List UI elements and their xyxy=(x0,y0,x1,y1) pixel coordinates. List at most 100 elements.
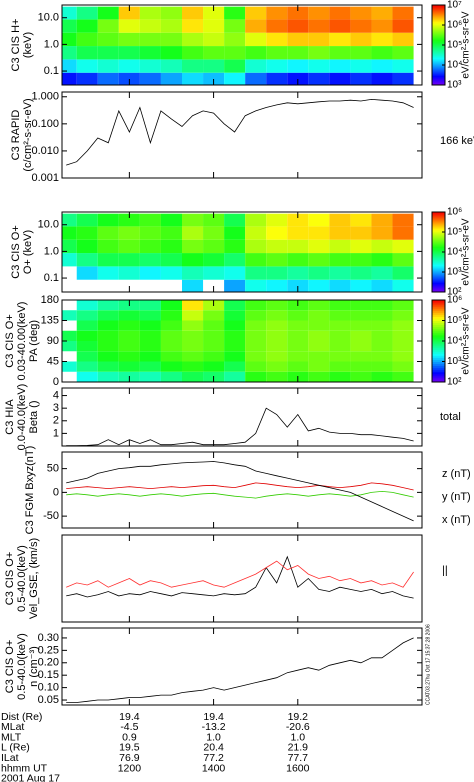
heat-cell xyxy=(245,279,267,292)
heat-cell xyxy=(97,330,119,341)
heat-cell xyxy=(287,226,309,240)
heat-cell xyxy=(224,341,246,352)
heat-cell xyxy=(139,351,161,362)
colorbar-step xyxy=(432,222,445,225)
heat-cell xyxy=(160,6,182,20)
y-axis-label: 0.0-40.0(keV) xyxy=(16,384,28,451)
heat-cell xyxy=(139,6,161,20)
heat-cell xyxy=(182,371,204,382)
row-label: L (Re) xyxy=(1,742,30,754)
heat-cell xyxy=(308,320,330,331)
heat-cell xyxy=(182,32,204,47)
heat-cell xyxy=(308,6,330,20)
heat-cell xyxy=(160,72,182,85)
colorbar-step xyxy=(432,53,445,56)
heat-cell xyxy=(287,6,309,20)
heat-cell xyxy=(160,371,182,382)
heat-cell xyxy=(371,330,393,341)
heat-cell xyxy=(392,361,414,372)
row-value: 77.7 xyxy=(288,752,309,764)
heat-cell xyxy=(203,72,225,85)
row-value: 0.9 xyxy=(122,731,137,743)
heat-cell xyxy=(245,59,267,73)
y-tick-label: 10.0 xyxy=(38,219,59,231)
colorbar-tick-label: 10³ xyxy=(447,80,462,91)
y-tick-label: 0.001 xyxy=(31,172,59,184)
heat-cell xyxy=(371,226,393,240)
heat-cell xyxy=(139,300,161,311)
colorbar-step xyxy=(432,258,445,261)
heat-cell xyxy=(139,239,161,254)
series-line xyxy=(66,98,414,166)
colorbar-step xyxy=(432,238,445,241)
heat-cell xyxy=(392,330,414,341)
heat-cell xyxy=(203,19,225,33)
heat-cell xyxy=(371,300,393,311)
colorbar-step xyxy=(432,45,445,48)
heat-cell xyxy=(350,330,372,341)
heat-cell xyxy=(203,253,225,267)
heat-cell xyxy=(245,239,267,254)
panel-frame xyxy=(61,387,423,447)
heat-cell xyxy=(224,59,246,73)
heat-cell xyxy=(287,239,309,254)
heat-cell xyxy=(224,239,246,254)
legend-entry: z (nT) xyxy=(442,468,471,480)
colorbar-step xyxy=(432,284,445,287)
colorbar-step xyxy=(432,351,445,354)
heat-cell xyxy=(392,341,414,352)
heat-cell xyxy=(182,341,204,352)
heat-cell xyxy=(160,361,182,372)
colorbar-step xyxy=(432,59,445,62)
colorbar-step xyxy=(432,338,445,342)
heat-cell xyxy=(203,213,225,227)
heat-cell xyxy=(139,341,161,352)
colorbar-step xyxy=(432,343,445,346)
heat-cell xyxy=(203,330,225,341)
heat-cell xyxy=(182,310,204,321)
colorbar-tick-label: 10⁵ xyxy=(447,227,462,238)
colorbar-step xyxy=(432,328,445,332)
y-tick-label: 0.05 xyxy=(38,694,59,706)
heat-cell xyxy=(392,46,414,60)
heat-cell xyxy=(371,371,393,382)
heat-cell xyxy=(76,341,98,352)
heat-cell xyxy=(118,266,140,280)
colorbar-step xyxy=(432,69,445,72)
heat-cell xyxy=(392,72,414,85)
heat-cell xyxy=(182,226,204,240)
heat-cell xyxy=(203,32,225,47)
heat-cell xyxy=(245,19,267,33)
row-value: 1.0 xyxy=(206,731,221,743)
colorbar-step xyxy=(432,15,445,18)
colorbar-step xyxy=(432,256,445,259)
heat-cell xyxy=(139,371,161,382)
heat-cell xyxy=(97,320,119,331)
heat-cell xyxy=(329,6,351,20)
heat-cell xyxy=(160,310,182,321)
colorbar-step xyxy=(432,353,445,356)
heat-cell xyxy=(97,253,119,267)
heat-cell xyxy=(308,226,330,240)
heat-cell xyxy=(224,19,246,33)
heat-cell xyxy=(266,59,288,73)
y-tick-label: 50 xyxy=(47,463,59,475)
heat-cell xyxy=(350,59,372,73)
row-value: 77.2 xyxy=(203,752,224,764)
heat-cell xyxy=(392,253,414,267)
heat-cell xyxy=(245,213,267,227)
heat-cell xyxy=(139,19,161,33)
y-tick-label: 2 xyxy=(53,415,59,427)
heat-cell xyxy=(203,59,225,73)
colorbar-step xyxy=(432,278,445,281)
series-line xyxy=(66,490,414,499)
colorbar-step xyxy=(432,288,445,291)
heat-cell xyxy=(350,6,372,20)
panel-frame xyxy=(61,91,423,179)
row-label: MLT xyxy=(1,731,22,743)
heat-cell xyxy=(308,239,330,254)
heat-cell xyxy=(350,239,372,254)
colorbar-step xyxy=(432,326,445,330)
heat-cell xyxy=(266,239,288,254)
colorbar-step xyxy=(432,312,445,315)
